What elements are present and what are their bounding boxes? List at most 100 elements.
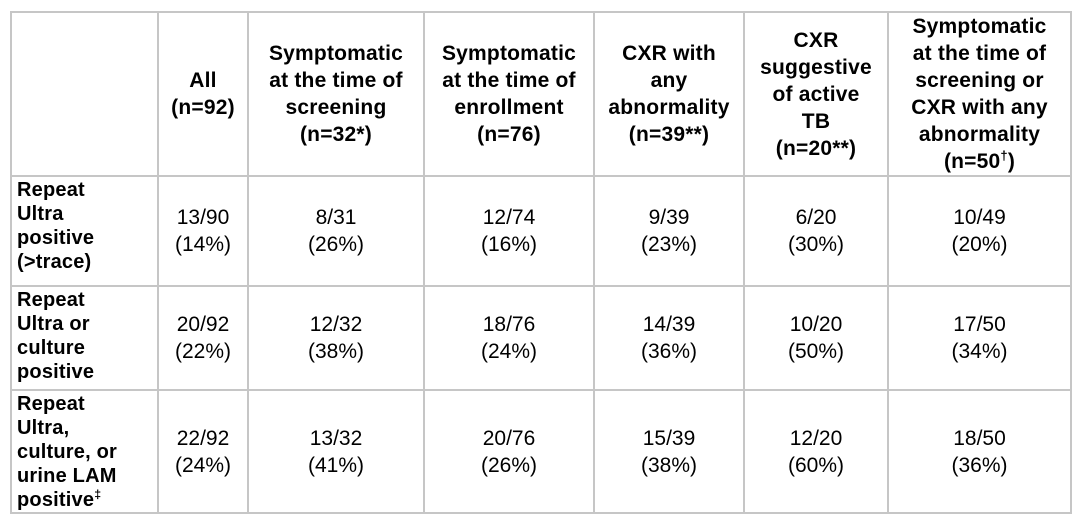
fraction-value: 10/20 (789, 313, 843, 336)
header-label: Symptomatic at the time of screening (268, 42, 404, 119)
fraction-value: 6/20 (795, 206, 837, 229)
percent-value: (26%) (480, 453, 538, 477)
n-text: (n=50 (943, 150, 1001, 173)
row-label-repeat-ultra-culture-or-lam-positive: Repeat Ultra, culture, or urine LAM posi… (10, 389, 159, 514)
header-label: CXR with any abnormality (608, 42, 730, 119)
fraction-value: 10/49 (953, 206, 1006, 229)
percent-value: (36%) (640, 340, 698, 363)
percent-value: (23%) (640, 233, 698, 256)
data-cell: 17/50 (34%) (887, 285, 1072, 391)
header-cell-cxr-active-tb: CXR suggestive of active TB (n=20**) (743, 11, 889, 177)
header-label: CXR suggestive of active TB (760, 28, 872, 133)
data-cell: 13/32 (41%) (247, 389, 425, 514)
fraction-value: 13/32 (309, 426, 363, 450)
percent-value: (20%) (951, 233, 1008, 256)
header-cell-symptomatic-or-cxr: Symptomatic at the time of screening or … (887, 11, 1072, 177)
percent-value: (24%) (174, 453, 232, 477)
percent-value: (26%) (307, 233, 365, 256)
row-label-text: Repeat Ultra positive (17, 179, 95, 249)
n-text: (n=20**) (775, 136, 857, 160)
fraction-value: 13/90 (176, 206, 230, 229)
row-label-last-line: (>trace) (17, 250, 155, 274)
data-cell: 14/39 (36%) (593, 285, 745, 391)
data-cell: 12/74 (16%) (423, 175, 595, 287)
data-cell: 15/39 (38%) (593, 389, 745, 514)
table-row-repeat-ultra-or-culture-positive: Repeat Ultra or culture positive 20/92 (2… (10, 285, 1072, 391)
corner-cell (10, 11, 159, 177)
row-label-text: Repeat Ultra or culture (17, 289, 90, 359)
percent-value: (36%) (951, 453, 1008, 477)
data-cell: 22/92 (24%) (157, 389, 249, 514)
fraction-value: 14/39 (642, 313, 696, 336)
header-n: (n=39**) (597, 121, 741, 148)
n-text: (n=76) (477, 123, 541, 146)
row-label-text: positive (17, 361, 95, 383)
header-n: (n=20**) (747, 135, 885, 162)
fraction-value: 12/20 (789, 426, 843, 450)
header-n: (n=92) (161, 94, 245, 121)
header-n: (n=76) (427, 121, 591, 148)
fraction-value: 18/76 (482, 313, 536, 336)
header-label: Symptomatic at the time of screening or … (911, 15, 1048, 146)
fraction-value: 8/31 (315, 206, 357, 229)
data-cell: 13/90 (14%) (157, 175, 249, 287)
row-label-text: positive (17, 489, 95, 511)
table-row-repeat-ultra-positive: Repeat Ultra positive (>trace) 13/90 (14%… (10, 175, 1072, 287)
percent-value: (50%) (787, 340, 845, 363)
double-dagger-superscript: ‡ (94, 487, 102, 502)
fraction-value: 15/39 (642, 426, 696, 450)
dagger-superscript: † (1000, 148, 1008, 163)
percent-value: (41%) (307, 453, 365, 477)
header-label: Symptomatic at the time of enrollment (441, 42, 577, 119)
fraction-value: 20/76 (482, 426, 536, 450)
table-row-repeat-ultra-culture-or-lam-positive: Repeat Ultra, culture, or urine LAM posi… (10, 389, 1072, 514)
row-label-repeat-ultra-positive: Repeat Ultra positive (>trace) (10, 175, 159, 287)
fraction-value: 17/50 (953, 313, 1006, 336)
data-cell: 12/32 (38%) (247, 285, 425, 391)
fraction-value: 22/92 (176, 426, 230, 450)
data-cell: 9/39 (23%) (593, 175, 745, 287)
row-label-last-line: positive (17, 360, 155, 384)
percent-value: (22%) (174, 340, 232, 363)
fraction-value: 18/50 (953, 426, 1006, 450)
percent-value: (24%) (480, 340, 538, 363)
header-row: All (n=92) Symptomatic at the time of sc… (10, 11, 1072, 177)
n-text: (n=92) (171, 96, 235, 119)
n-text: (n=32*) (299, 123, 372, 146)
data-cell: 10/20 (50%) (743, 285, 889, 391)
data-cell: 18/76 (24%) (423, 285, 595, 391)
percent-value: (34%) (951, 340, 1008, 363)
data-cell: 6/20 (30%) (743, 175, 889, 287)
n-text: (n=39**) (628, 123, 710, 146)
fraction-value: 12/74 (482, 206, 536, 229)
header-cell-symptomatic-enrollment: Symptomatic at the time of enrollment (n… (423, 11, 595, 177)
data-cell: 12/20 (60%) (743, 389, 889, 514)
fraction-value: 20/92 (176, 313, 230, 336)
data-cell: 18/50 (36%) (887, 389, 1072, 514)
row-label-last-line: positive‡ (17, 487, 155, 511)
repeat-testing-results-table: All (n=92) Symptomatic at the time of sc… (10, 11, 1072, 514)
percent-value: (38%) (640, 453, 698, 477)
header-cell-all: All (n=92) (157, 11, 249, 177)
row-label-text: (>trace) (17, 251, 92, 273)
header-cell-symptomatic-screening: Symptomatic at the time of screening (n=… (247, 11, 425, 177)
data-cell: 10/49 (20%) (887, 175, 1072, 287)
header-label: All (189, 69, 217, 92)
data-cell: 8/31 (26%) (247, 175, 425, 287)
header-n: (n=32*) (251, 121, 421, 148)
fraction-value: 9/39 (648, 206, 690, 229)
n-close: ) (1007, 150, 1016, 173)
fraction-value: 12/32 (309, 313, 363, 336)
header-n: (n=50†) (891, 148, 1068, 174)
data-cell: 20/92 (22%) (157, 285, 249, 391)
percent-value: (38%) (307, 340, 365, 363)
percent-value: (14%) (174, 233, 232, 256)
row-label-text: Repeat Ultra, culture, or urine LAM (17, 393, 117, 487)
percent-value: (16%) (480, 233, 538, 256)
header-cell-cxr-any-abnormality: CXR with any abnormality (n=39**) (593, 11, 745, 177)
percent-value: (30%) (787, 233, 845, 256)
row-label-repeat-ultra-or-culture-positive: Repeat Ultra or culture positive (10, 285, 159, 391)
percent-value: (60%) (787, 453, 845, 477)
data-cell: 20/76 (26%) (423, 389, 595, 514)
